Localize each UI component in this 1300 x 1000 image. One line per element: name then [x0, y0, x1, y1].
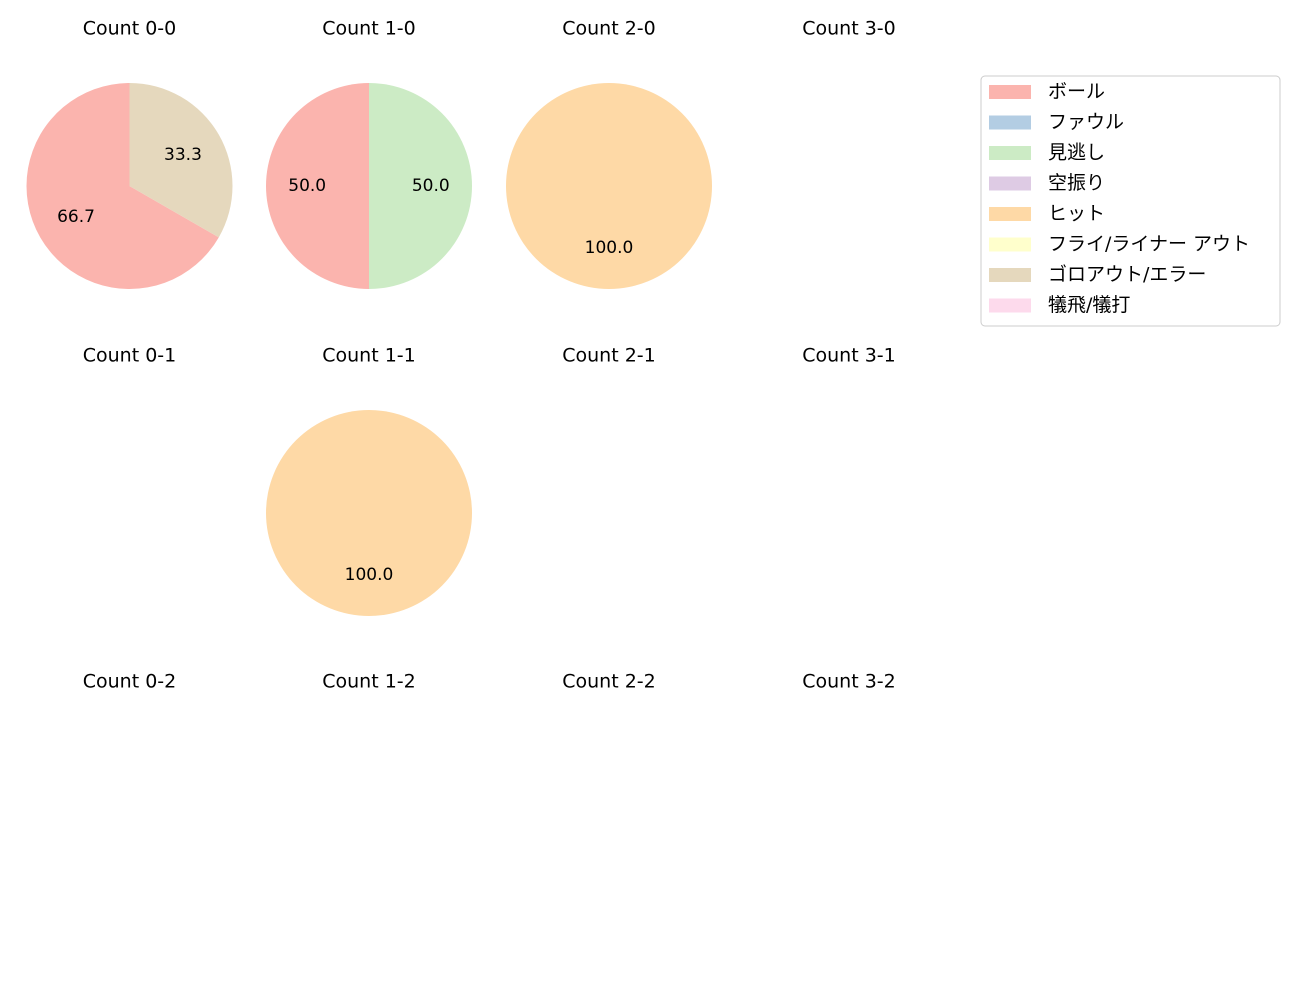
panel-title: Count 3-1 [802, 345, 896, 367]
pie-slice [266, 410, 472, 616]
pie-slice [506, 83, 712, 289]
legend-item: ヒット [989, 203, 1105, 225]
panel-title: Count 1-0 [322, 18, 416, 40]
pie-panel: Count 2-1 [562, 345, 656, 367]
pie-slice [129, 83, 233, 238]
legend-label: 見逃し [1048, 142, 1105, 164]
panel-title: Count 2-1 [562, 345, 656, 367]
legend-item: 犠飛/犠打 [989, 294, 1130, 316]
pie-panel: Count 1-1 100.0 [266, 345, 472, 616]
pie-slice [266, 83, 369, 289]
slice-label: 50.0 [288, 176, 326, 196]
legend-label: 犠飛/犠打 [1048, 294, 1130, 316]
panel-title: Count 0-2 [83, 671, 177, 693]
pie-slice [26, 83, 219, 289]
pie-panel: Count 0-1 [83, 345, 177, 367]
slice-label: 66.7 [57, 207, 95, 227]
pie-panel: Count 1-0 50.0 50.0 [266, 18, 472, 289]
pie-panel: Count 3-0 [802, 18, 896, 40]
legend-label: ファウル [1048, 111, 1124, 133]
legend-item: フライ/ライナー アウト [989, 233, 1250, 255]
pie-panel: Count 2-2 [562, 671, 656, 693]
panel-title: Count 1-2 [322, 671, 416, 693]
legend-swatch [989, 176, 1031, 191]
legend-swatch [989, 146, 1031, 160]
slice-label: 100.0 [585, 238, 634, 258]
pie-panel: Count 0-2 [83, 671, 177, 693]
panel-title: Count 3-0 [802, 18, 896, 40]
legend-label: 空振り [1048, 172, 1105, 194]
slice-label: 100.0 [345, 565, 394, 585]
legend-label: ゴロアウト/エラー [1048, 264, 1206, 286]
legend-swatch [989, 237, 1031, 252]
pie-panel: Count 3-1 [802, 345, 896, 367]
pie-panel: Count 1-2 [322, 671, 416, 693]
slice-label: 50.0 [412, 176, 450, 196]
pie-panel: Count 0-0 66.7 33.3 [26, 18, 233, 289]
legend-item: ボール [989, 81, 1105, 103]
panel-title: Count 3-2 [802, 671, 896, 693]
pie-panel: Count 3-2 [802, 671, 896, 693]
pie-slice [369, 83, 472, 289]
pie-panel: Count 2-0 100.0 [506, 18, 712, 289]
legend-frame [980, 75, 1281, 327]
slice-label: 33.3 [164, 145, 202, 165]
legend-swatch [989, 207, 1031, 221]
panel-title: Count 0-0 [83, 18, 177, 40]
panel-title: Count 2-0 [562, 18, 656, 40]
legend-swatch [989, 268, 1031, 282]
panel-title: Count 1-1 [322, 345, 416, 367]
panel-title: Count 2-2 [562, 671, 656, 693]
legend-swatch [989, 85, 1031, 99]
legend-swatch [989, 298, 1031, 313]
legend-label: ボール [1048, 81, 1105, 103]
panel-title: Count 0-1 [83, 345, 177, 367]
legend-swatch [989, 115, 1031, 130]
legend-item: ファウル [989, 111, 1124, 133]
legend-item: ゴロアウト/エラー [989, 264, 1206, 286]
legend-label: フライ/ライナー アウト [1048, 233, 1250, 255]
legend-item: 空振り [989, 172, 1105, 194]
legend-label: ヒット [1048, 203, 1105, 225]
legend-item: 見逃し [989, 142, 1105, 164]
